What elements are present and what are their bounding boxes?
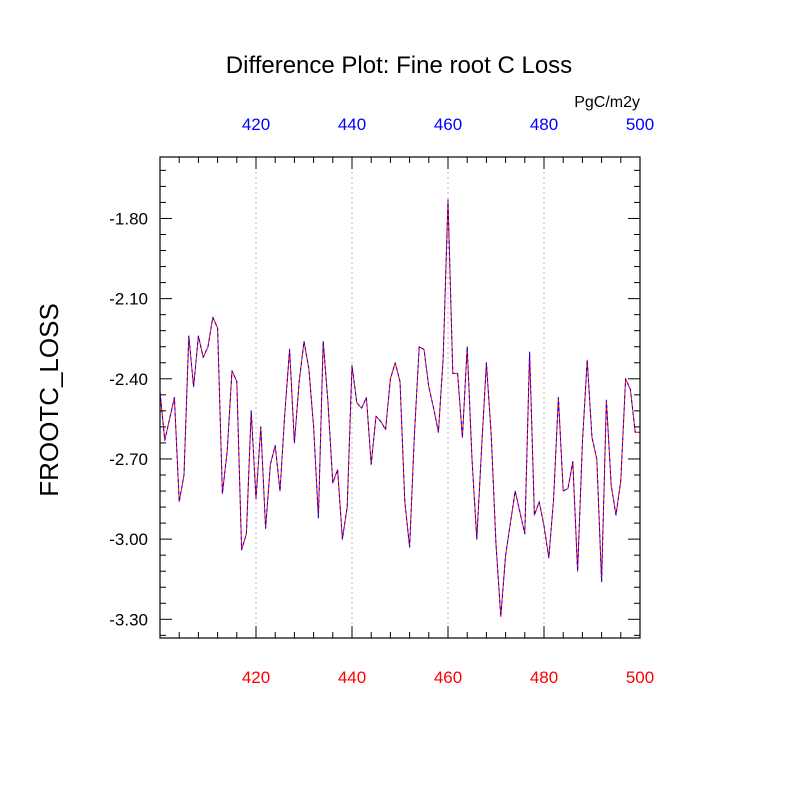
x-tick-label-top: 460 [434,115,462,134]
units-label: PgC/m2y [574,94,640,111]
y-tick-label: -3.30 [109,610,148,629]
x-tick-label-top: 500 [626,115,654,134]
y-tick-label: -2.40 [109,370,148,389]
y-tick-label: -2.10 [109,290,148,309]
grid-lines [255,157,545,638]
plot-frame [159,156,641,639]
series-line-2 [159,199,640,618]
x-tick-label-bottom: 440 [338,668,366,687]
x-tick-label-top: 440 [338,115,366,134]
x-tick-label-top: 420 [242,115,270,134]
y-tick-label: -1.80 [109,209,148,228]
x-tick-label-bottom: 480 [530,668,558,687]
series-line-1 [159,199,640,618]
x-tick-label-bottom: 420 [242,668,270,687]
y-tick-label: -2.70 [109,450,148,469]
x-tick-label-top: 480 [530,115,558,134]
chart-title: Difference Plot: Fine root C Loss [226,52,572,79]
y-tick-label: -3.00 [109,530,148,549]
axis-ticks [160,157,641,638]
x-tick-label-bottom: 500 [626,668,654,687]
x-tick-label-bottom: 460 [434,668,462,687]
plot-series [159,199,640,618]
y-axis-label: FROOTC_LOSS [34,303,64,497]
tick-labels: 420 420 440 440 460 460 480 480 500 500 -1.80 -2.10… [109,115,654,687]
